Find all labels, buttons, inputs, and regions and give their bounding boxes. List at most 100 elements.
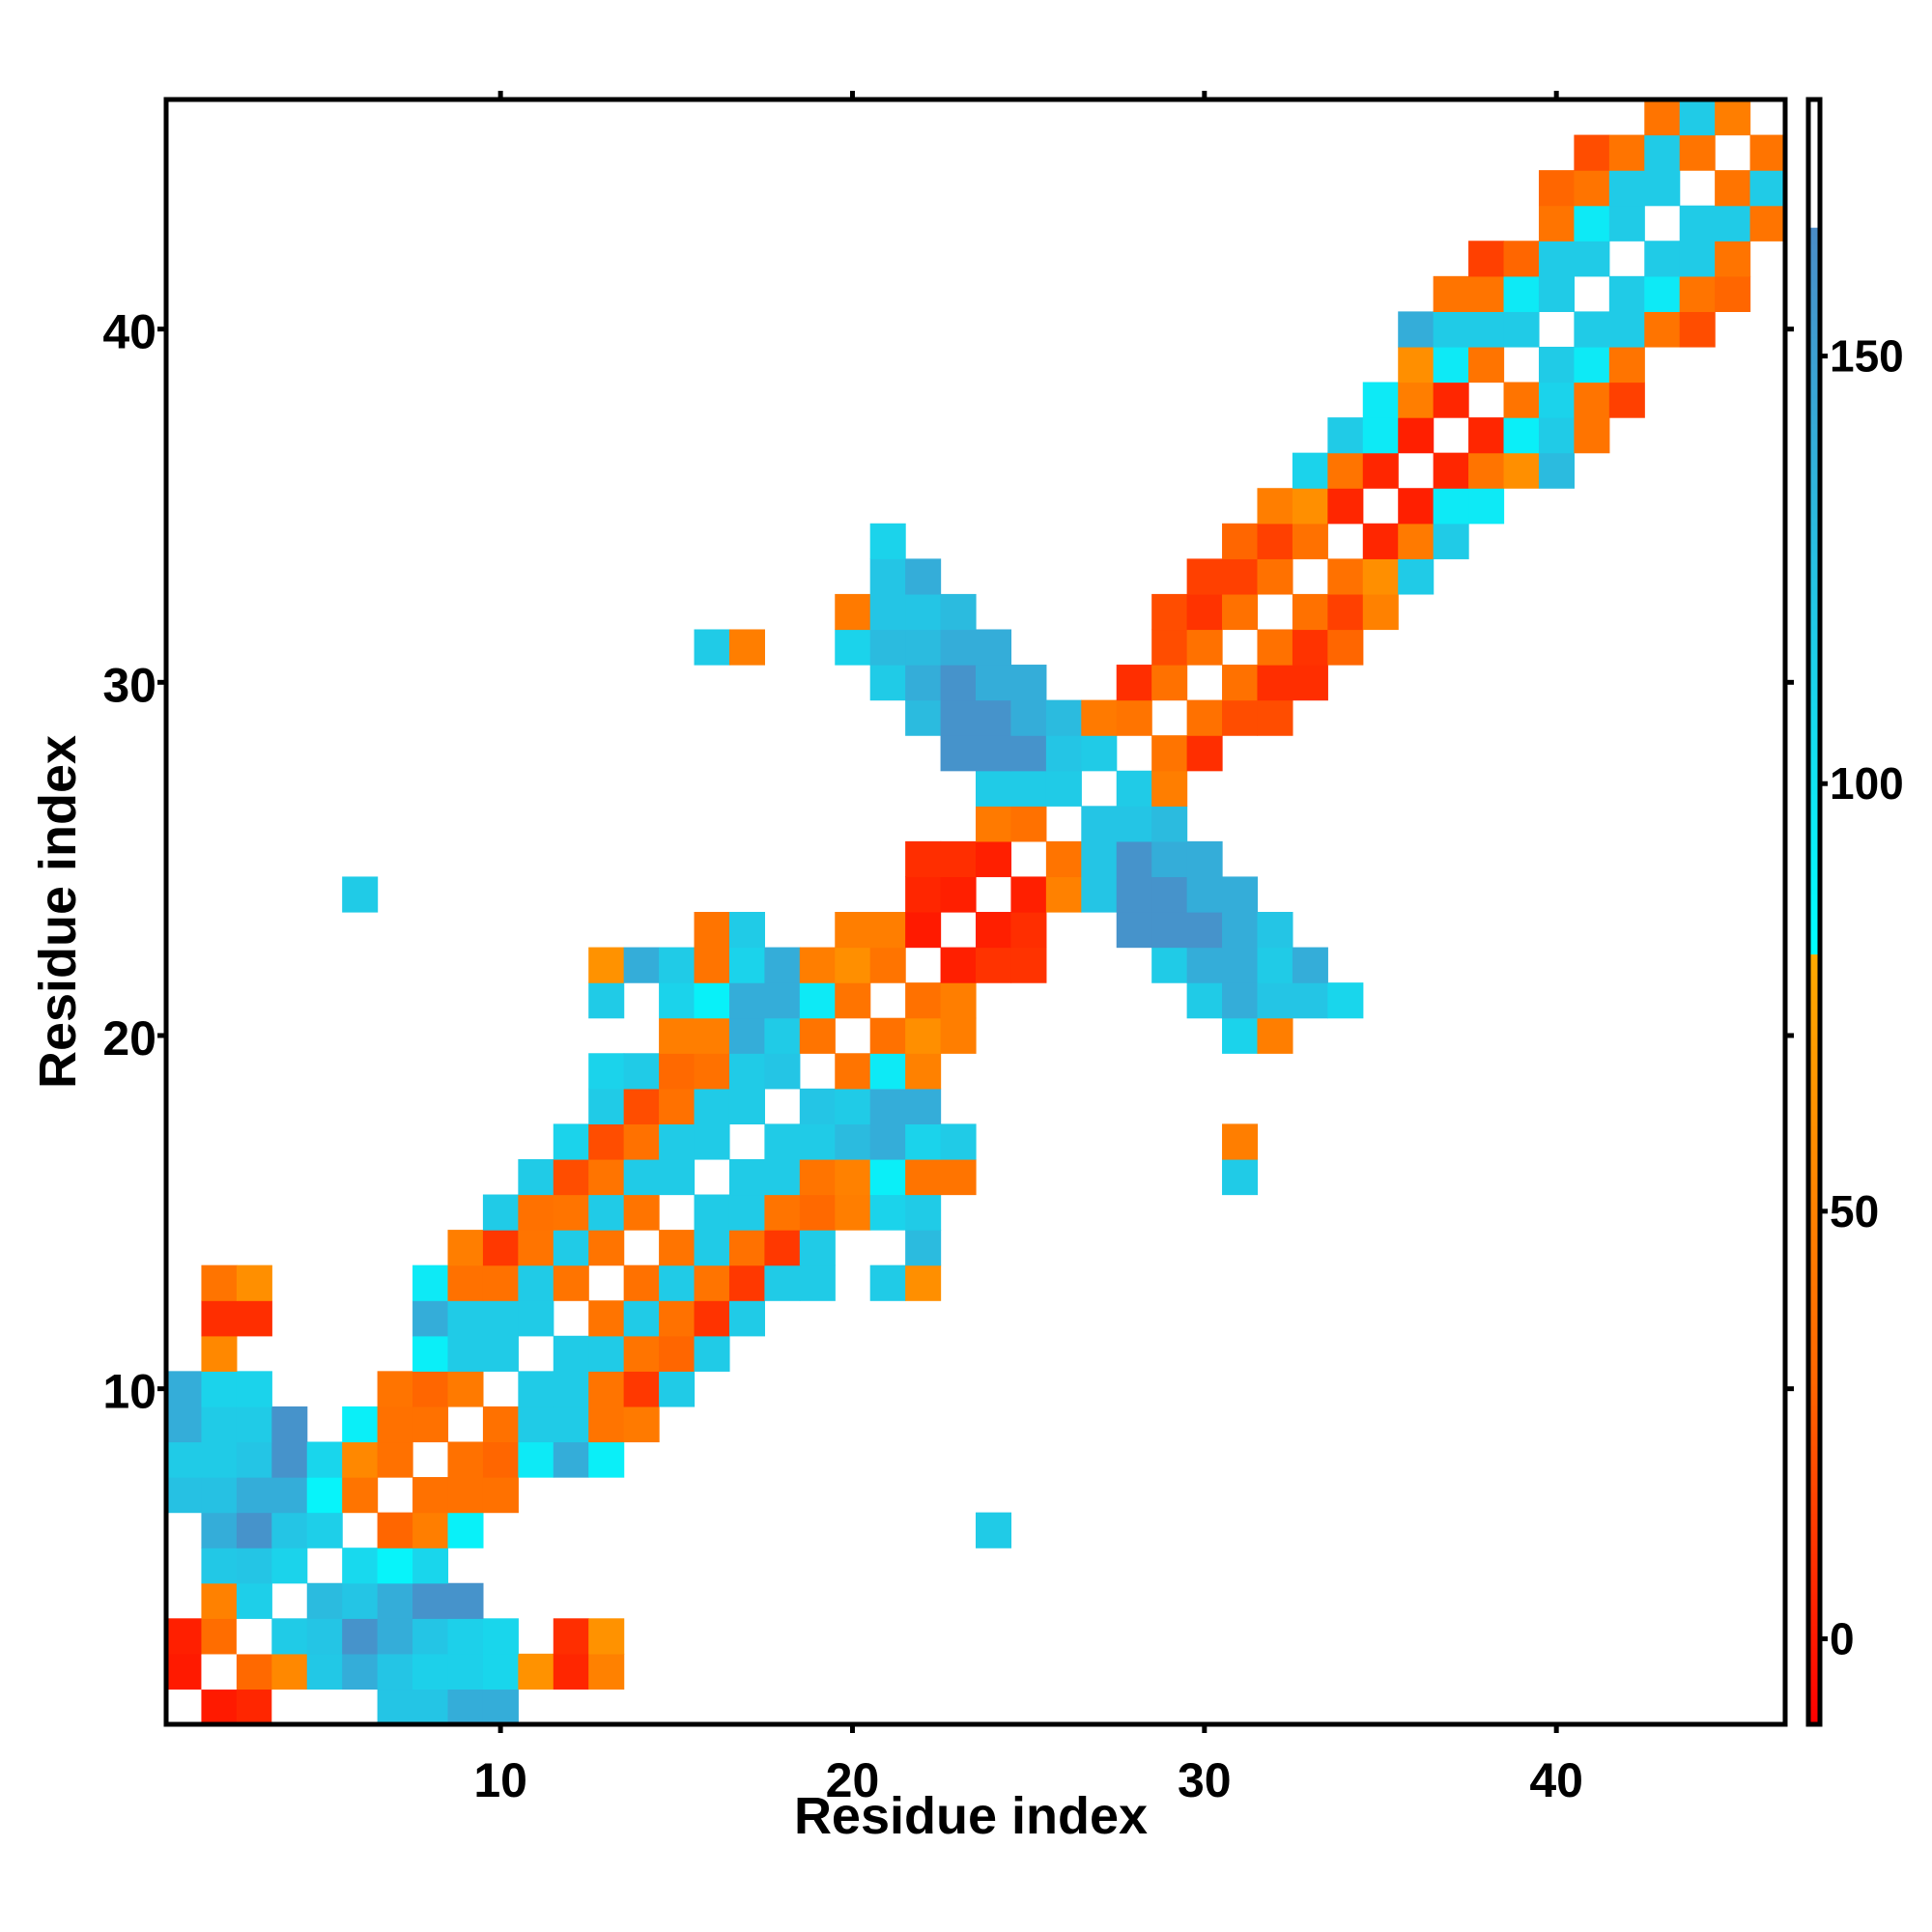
heatmap-cell xyxy=(694,912,730,949)
heatmap-cell xyxy=(482,1653,519,1690)
heatmap-cell xyxy=(835,947,871,983)
heatmap-cell xyxy=(905,665,942,701)
heatmap-cell xyxy=(553,1371,589,1407)
heatmap-cell xyxy=(553,1441,589,1478)
heatmap-cell xyxy=(166,1371,203,1407)
heatmap-cell xyxy=(1186,912,1223,949)
heatmap-cell xyxy=(1398,488,1435,525)
heatmap-cell xyxy=(940,947,977,983)
heatmap-cell xyxy=(166,1618,203,1655)
heatmap-cell xyxy=(1608,134,1645,171)
heatmap-cell xyxy=(1679,134,1716,171)
heatmap-cell xyxy=(377,1371,413,1407)
heatmap-cell xyxy=(342,1689,379,1725)
heatmap-cell xyxy=(1538,170,1575,207)
heatmap-cell xyxy=(553,1123,589,1160)
heatmap-cell xyxy=(447,1230,484,1266)
heatmap-cell xyxy=(377,1618,413,1655)
heatmap-cell xyxy=(728,1194,765,1231)
heatmap-cell xyxy=(412,1264,449,1301)
heatmap-cell xyxy=(236,1477,272,1514)
heatmap-cell xyxy=(659,1300,696,1337)
heatmap-cell xyxy=(694,1123,730,1160)
heatmap-cell xyxy=(659,1158,696,1196)
heatmap-cell xyxy=(799,1264,836,1301)
heatmap-cell xyxy=(1679,241,1716,277)
heatmap-cell xyxy=(1222,1017,1259,1054)
heatmap-cell xyxy=(728,982,765,1019)
heatmap-cell xyxy=(694,1017,730,1054)
heatmap-cell xyxy=(799,1158,836,1196)
heatmap-cell xyxy=(1608,170,1645,207)
y-tick-label: 30 xyxy=(102,658,156,712)
heatmap-cell xyxy=(1327,488,1364,525)
heatmap-cell xyxy=(518,1194,554,1231)
heatmap-cell xyxy=(1222,593,1259,631)
heatmap-cell xyxy=(482,1441,519,1478)
heatmap-cell xyxy=(905,1088,942,1124)
heatmap-cell xyxy=(623,947,660,983)
heatmap-cell xyxy=(1186,699,1223,736)
heatmap-cell xyxy=(412,1548,449,1584)
heatmap-cell xyxy=(447,1477,484,1514)
heatmap-cell xyxy=(236,1618,272,1655)
heatmap-cell xyxy=(905,1158,942,1196)
heatmap-cell xyxy=(1468,452,1505,489)
heatmap-cell xyxy=(236,1548,272,1584)
heatmap-cell xyxy=(588,1088,625,1124)
heatmap-cell xyxy=(447,1618,484,1655)
heatmap-cell xyxy=(201,1548,238,1584)
heatmap-cell xyxy=(1081,806,1118,842)
heatmap-cell xyxy=(799,947,836,983)
heatmap-cell xyxy=(377,1548,413,1584)
heatmap-cell xyxy=(623,1088,660,1124)
heatmap-cell xyxy=(1715,275,1751,312)
heatmap-cell xyxy=(553,1194,589,1231)
heatmap-cell xyxy=(694,1264,730,1301)
heatmap-cell xyxy=(1222,947,1259,983)
heatmap-cell xyxy=(1186,735,1223,772)
heatmap-cell xyxy=(905,876,942,913)
y-tick-label: 20 xyxy=(102,1011,156,1065)
heatmap-cell xyxy=(1222,1123,1259,1160)
heatmap-cell xyxy=(1362,558,1399,595)
heatmap-cell xyxy=(1186,982,1223,1019)
heatmap-cell xyxy=(1257,912,1293,949)
heatmap-cell xyxy=(447,1300,484,1337)
heatmap-cell xyxy=(412,1689,449,1725)
heatmap-cell xyxy=(201,1689,238,1725)
heatmap-cell xyxy=(659,1371,696,1407)
heatmap-cell xyxy=(1045,840,1082,878)
heatmap-cell xyxy=(1116,912,1152,949)
heatmap-cell xyxy=(1715,99,1751,136)
heatmap-cell xyxy=(728,629,765,666)
heatmap-cell xyxy=(905,629,942,666)
heatmap-cell xyxy=(1468,311,1505,348)
heatmap-cell xyxy=(1608,275,1645,312)
heatmap-cell xyxy=(1574,205,1610,242)
heatmap-cell xyxy=(1045,699,1082,736)
heatmap-cell xyxy=(377,1441,413,1478)
heatmap-cell xyxy=(764,947,801,983)
heatmap-cell xyxy=(694,1335,730,1372)
heatmap-cell xyxy=(447,1371,484,1407)
heatmap-cell xyxy=(518,1406,554,1443)
heatmap-cell xyxy=(799,1088,836,1124)
heatmap-cell xyxy=(659,1123,696,1160)
heatmap-cell xyxy=(940,699,977,736)
heatmap-cell xyxy=(1292,488,1328,525)
heatmap-cell xyxy=(1081,699,1118,736)
heatmap-cell xyxy=(236,1300,272,1337)
heatmap-cell xyxy=(1081,840,1118,878)
heatmap-cell xyxy=(1538,382,1575,418)
heatmap-cell xyxy=(1362,523,1399,559)
heatmap-cell xyxy=(694,1300,730,1337)
heatmap-cell xyxy=(623,1300,660,1337)
heatmap-cell xyxy=(694,629,730,666)
plot-frame xyxy=(163,97,1788,1727)
heatmap-cell xyxy=(377,1406,413,1443)
heatmap-cell xyxy=(553,1618,589,1655)
heatmap-cell xyxy=(1186,840,1223,878)
heatmap-cell xyxy=(1010,947,1047,983)
